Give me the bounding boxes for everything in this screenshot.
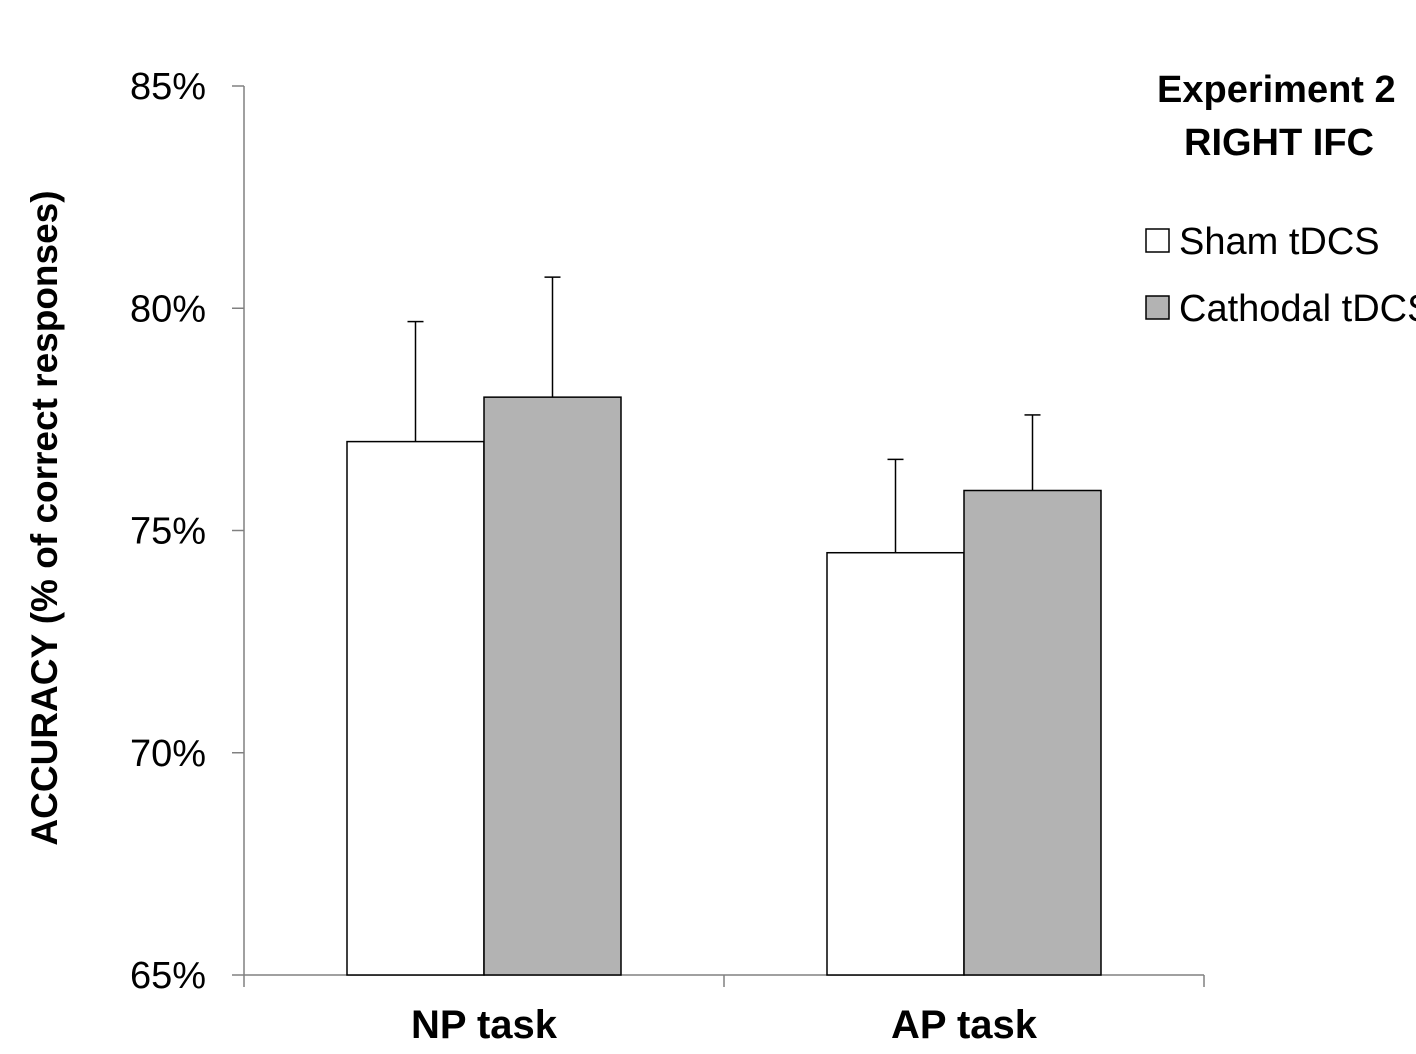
- y-tick-label: 80%: [130, 288, 206, 330]
- error-bars: [407, 276, 1041, 553]
- x-axis: [243, 974, 1205, 987]
- legend-label: Sham tDCS: [1179, 221, 1380, 263]
- category-label: AP task: [891, 1003, 1038, 1047]
- legend-swatch: [1145, 228, 1170, 253]
- legend-swatch: [1145, 295, 1170, 320]
- y-tick-label: 85%: [130, 66, 206, 108]
- chart-title: Experiment 2 RIGHT IFC: [1157, 69, 1396, 164]
- bar: [483, 396, 622, 976]
- category-label: NP task: [411, 1003, 558, 1047]
- y-tick-label: 75%: [130, 511, 206, 553]
- legend-label: Cathodal tDCS: [1179, 288, 1416, 330]
- category-labels: NP task AP task: [411, 1003, 1038, 1047]
- legend: Sham tDCS Cathodal tDCS: [1145, 221, 1416, 330]
- chart-title-line-2: RIGHT IFC: [1184, 122, 1374, 164]
- y-axis-label: ACCURACY (% of correct responses): [24, 190, 65, 845]
- bars: [346, 396, 1102, 976]
- y-tick-label: 70%: [130, 733, 206, 775]
- y-tick-label: 65%: [130, 955, 206, 997]
- bar: [826, 551, 965, 976]
- bar: [346, 440, 485, 976]
- bar: [963, 489, 1102, 976]
- y-ticks: 65% 70% 75% 80% 85%: [130, 66, 244, 997]
- chart-title-line-1: Experiment 2: [1157, 69, 1396, 111]
